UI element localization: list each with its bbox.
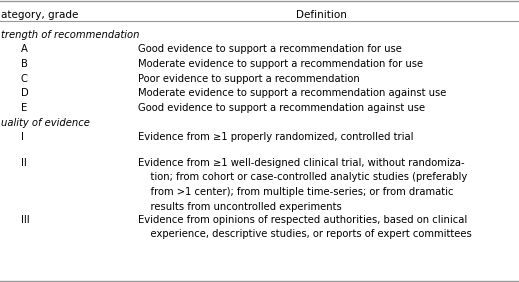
Text: Evidence from ≥1 properly randomized, controlled trial: Evidence from ≥1 properly randomized, co… (138, 132, 413, 142)
Text: I: I (21, 132, 24, 142)
Text: Poor evidence to support a recommendation: Poor evidence to support a recommendatio… (138, 74, 359, 83)
Text: ategory, grade: ategory, grade (1, 10, 78, 20)
Text: Moderate evidence to support a recommendation for use: Moderate evidence to support a recommend… (138, 59, 422, 69)
Text: results from uncontrolled experiments: results from uncontrolled experiments (138, 202, 342, 212)
Text: C: C (21, 74, 28, 83)
Text: B: B (21, 59, 28, 69)
Text: Moderate evidence to support a recommendation against use: Moderate evidence to support a recommend… (138, 88, 446, 98)
Text: E: E (21, 103, 27, 113)
Text: III: III (21, 215, 30, 224)
Text: Good evidence to support a recommendation for use: Good evidence to support a recommendatio… (138, 44, 401, 54)
Text: D: D (21, 88, 29, 98)
Text: experience, descriptive studies, or reports of expert committees: experience, descriptive studies, or repo… (138, 229, 471, 239)
Text: Evidence from opinions of respected authorities, based on clinical: Evidence from opinions of respected auth… (138, 215, 467, 224)
Text: Good evidence to support a recommendation against use: Good evidence to support a recommendatio… (138, 103, 425, 113)
Text: Evidence from ≥1 well-designed clinical trial, without randomiza-: Evidence from ≥1 well-designed clinical … (138, 158, 464, 168)
Text: A: A (21, 44, 28, 54)
Text: tion; from cohort or case-controlled analytic studies (preferably: tion; from cohort or case-controlled ana… (138, 172, 467, 182)
Text: from >1 center); from multiple time-series; or from dramatic: from >1 center); from multiple time-seri… (138, 187, 453, 197)
Text: uality of evidence: uality of evidence (1, 118, 90, 127)
Text: II: II (21, 158, 26, 168)
Text: Definition: Definition (296, 10, 347, 20)
Text: trength of recommendation: trength of recommendation (1, 30, 140, 39)
